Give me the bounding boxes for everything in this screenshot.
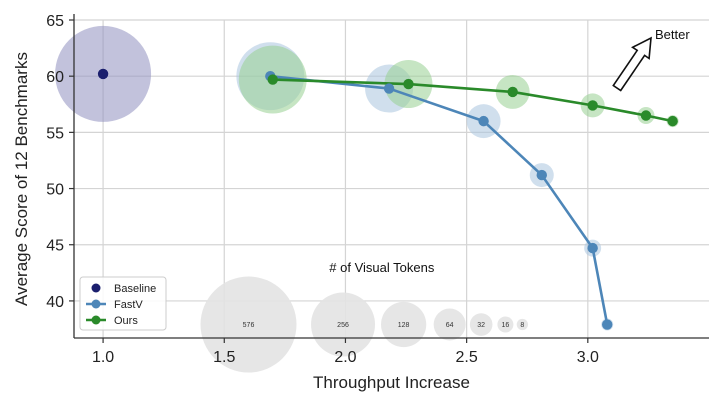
point-fastv-3 — [536, 169, 547, 181]
x-tick-label-1: 1.5 — [213, 349, 235, 366]
series-line-fastv — [270, 74, 609, 325]
point-baseline-0 — [97, 68, 109, 80]
legend-box — [79, 276, 167, 331]
token-ref-label-32: 32 — [477, 322, 485, 329]
token-ref-circle-128 — [380, 301, 427, 348]
y-tick-label-2: 50 — [46, 182, 64, 199]
better-arrow — [612, 36, 652, 92]
legend-marker-ours — [91, 315, 101, 325]
x-tick-label-2: 2.0 — [334, 349, 356, 366]
point-ours-4 — [640, 110, 652, 121]
token-ref-label-576: 576 — [243, 322, 255, 329]
token-ref-label-128: 128 — [398, 322, 410, 329]
point-ours-1 — [403, 78, 414, 90]
x-tick-label-0: 1.0 — [92, 349, 114, 366]
point-ours-5 — [667, 115, 678, 127]
token-ref-label-64: 64 — [446, 322, 454, 329]
token-ref-label-256: 256 — [337, 322, 349, 329]
token-ref-label-16: 16 — [502, 322, 510, 329]
y-tick-label-4: 60 — [46, 69, 64, 86]
x-axis-title: Throughput Increase — [313, 373, 470, 392]
point-ours-3 — [587, 100, 598, 111]
better-annotation: Better — [655, 27, 690, 42]
axes — [73, 14, 709, 339]
point-fastv-4 — [587, 242, 598, 254]
grid — [74, 19, 709, 338]
y-tick-label-0: 40 — [46, 294, 64, 311]
better-arrow-shape — [612, 36, 652, 92]
tick-labels: 1.0 1.5 2.0 2.5 3.0 40 45 50 55 60 65 — [46, 13, 599, 366]
x-tick-label-3: 2.5 — [456, 349, 478, 366]
legend: Baseline FastV Ours — [79, 276, 167, 331]
point-fastv-2 — [478, 115, 489, 127]
token-ref-circle-576 — [200, 276, 297, 373]
token-ref-circle-256 — [311, 292, 376, 357]
point-fastv-1 — [383, 83, 395, 94]
legend-marker-baseline — [91, 283, 101, 293]
token-ref-circle-8 — [516, 318, 529, 331]
legend-label-fastv: FastV — [114, 299, 143, 311]
point-ours-0 — [267, 74, 278, 85]
y-tick-label-3: 55 — [46, 125, 64, 142]
token-reference: 576 256 128 64 32 16 8 — [200, 276, 529, 373]
point-ours-2 — [507, 86, 518, 98]
token-ref-circle-32 — [469, 313, 493, 336]
token-ref-circle-64 — [433, 308, 466, 341]
y-tick-label-1: 45 — [46, 238, 64, 255]
x-tick-label-4: 3.0 — [577, 349, 599, 366]
legend-label-ours: Ours — [114, 315, 138, 327]
legend-marker-fastv — [91, 299, 101, 309]
y-axis-title: Average Score of 12 Benchmarks — [12, 52, 31, 306]
series-points — [97, 68, 678, 330]
point-fastv-5 — [602, 319, 613, 330]
token-reference-title: # of Visual Tokens — [329, 260, 435, 275]
legend-label-baseline: Baseline — [114, 283, 156, 295]
token-ref-label-8: 8 — [520, 322, 524, 329]
token-ref-circle-16 — [497, 316, 514, 333]
y-tick-label-5: 65 — [46, 13, 64, 30]
